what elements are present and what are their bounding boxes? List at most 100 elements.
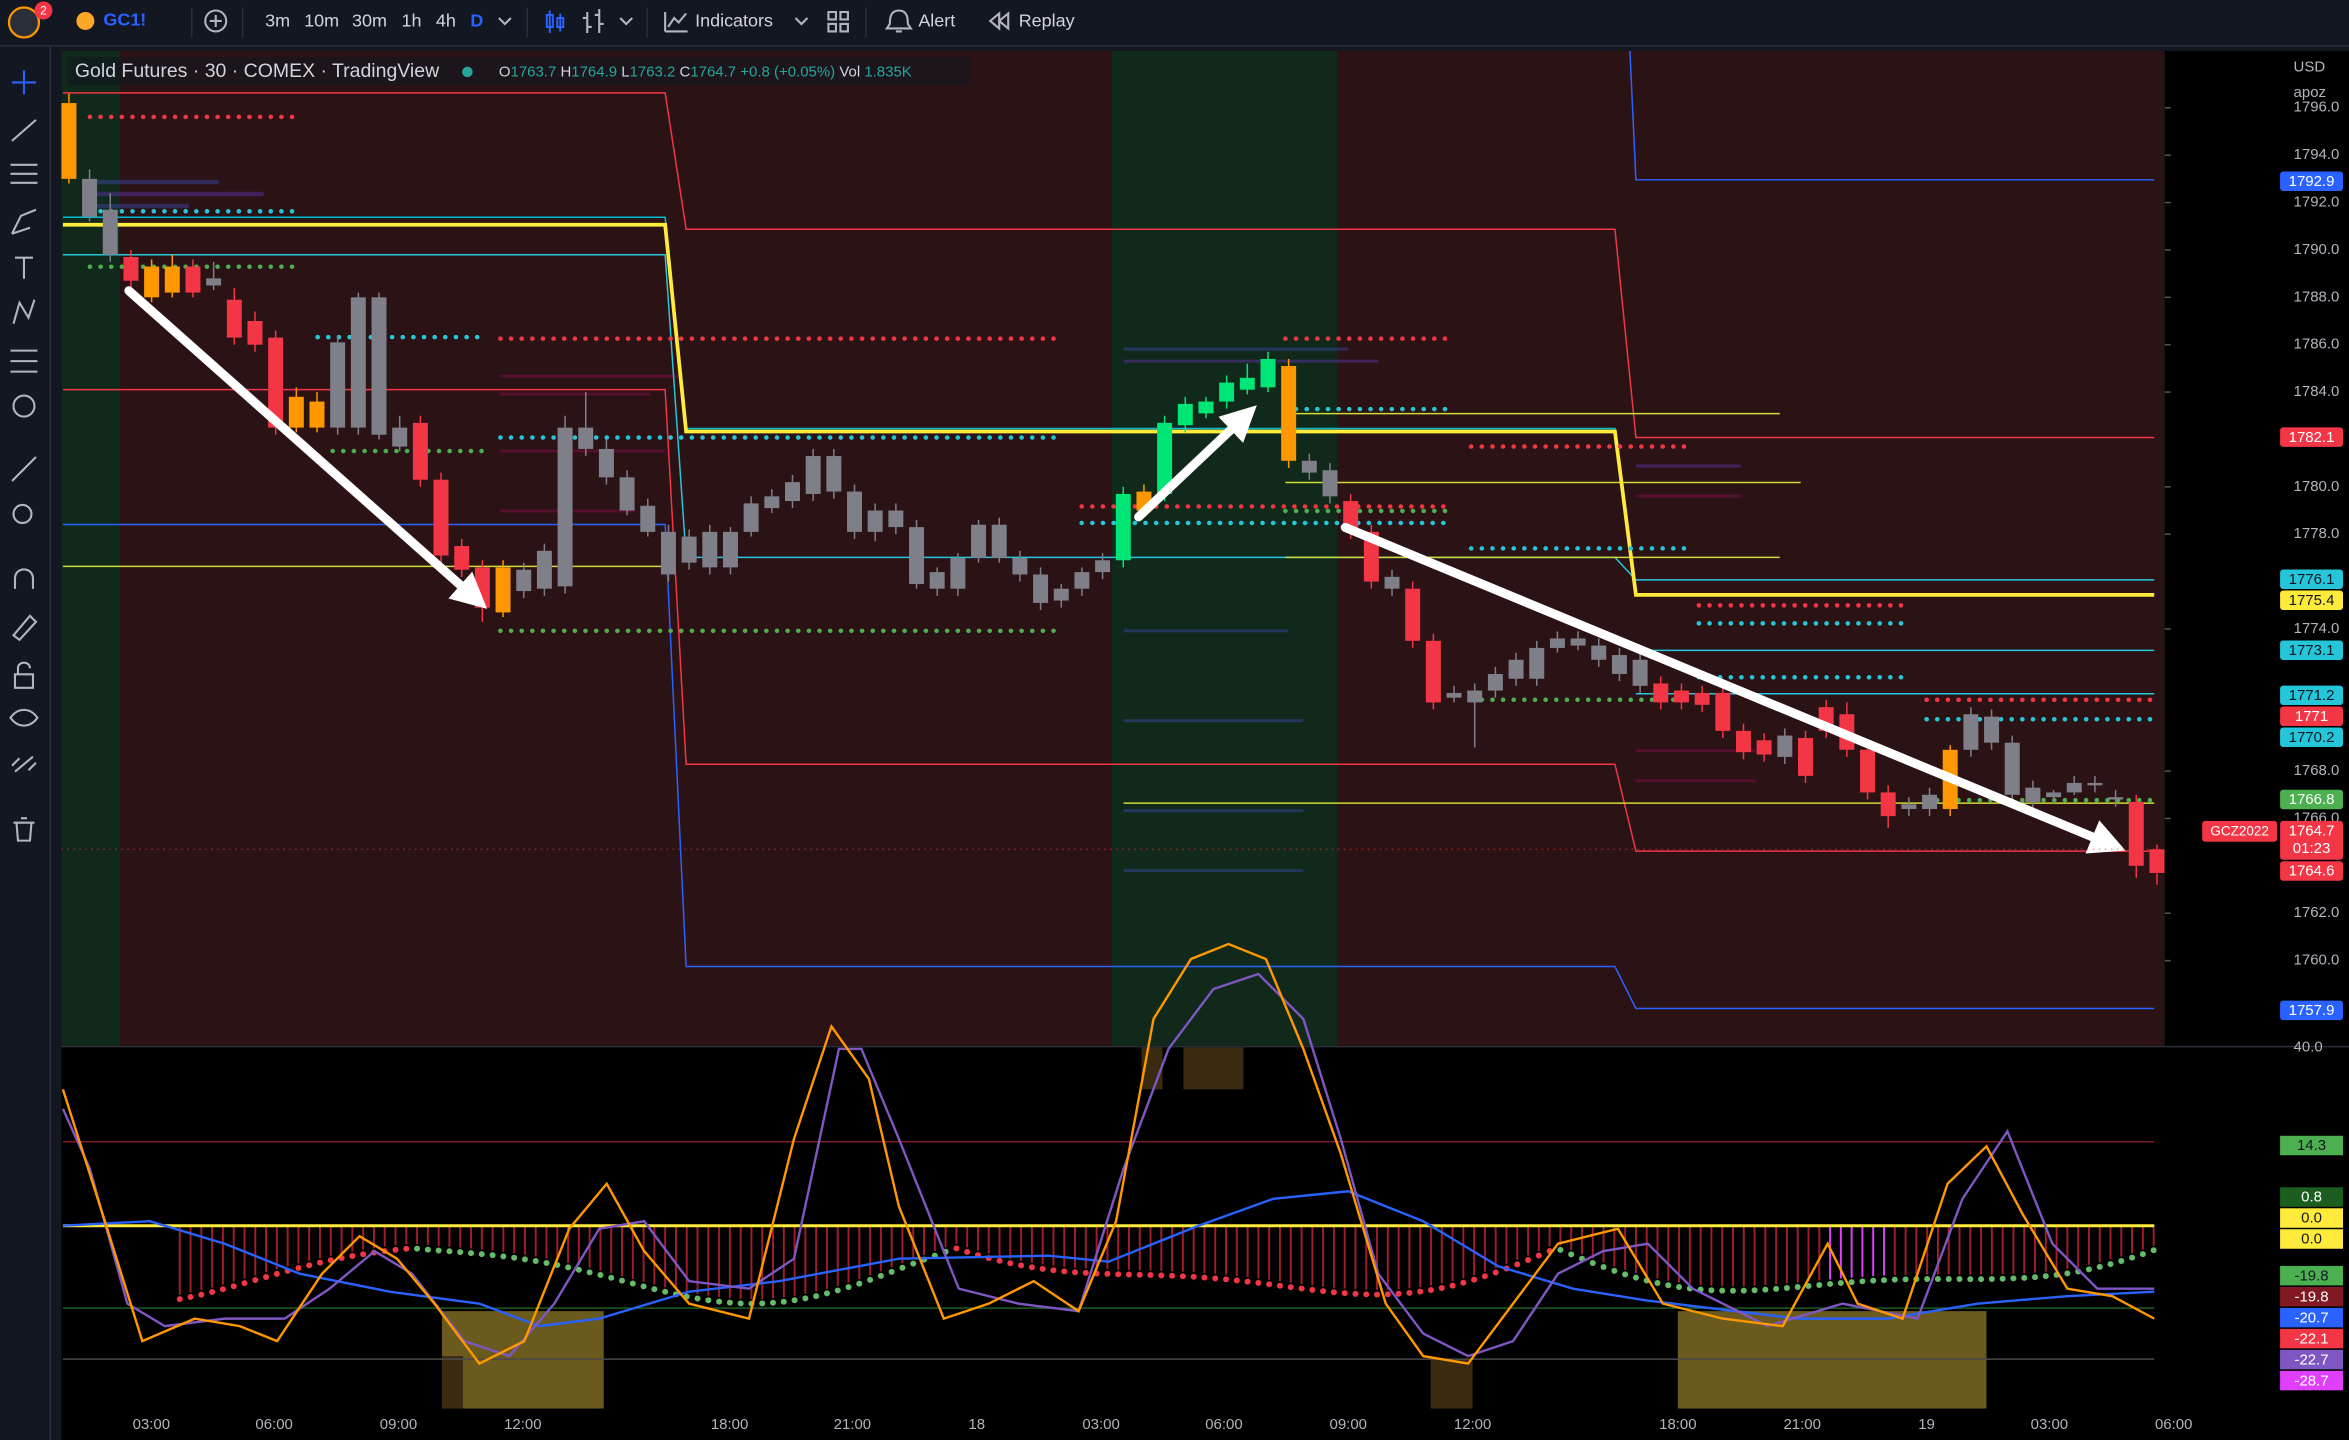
layouts-button[interactable] <box>827 10 849 33</box>
histogram-dot <box>2129 1254 2136 1261</box>
candle-body <box>557 427 573 587</box>
histogram-dot <box>489 1252 496 1259</box>
histogram <box>176 1225 2157 1307</box>
candle-body <box>1963 714 1979 750</box>
chevron[interactable] <box>498 17 512 26</box>
histogram-dot <box>2107 1261 2114 1268</box>
candle-body <box>1694 692 1710 705</box>
histogram-dot <box>1740 1287 1747 1294</box>
candle-body <box>971 524 987 558</box>
candle-body <box>764 496 780 509</box>
symbol-icon <box>76 11 95 30</box>
histogram-dot <box>1762 1286 1769 1293</box>
replay-button[interactable]: Replay <box>1019 10 1075 30</box>
y2-tick-label: 40.0 <box>2294 1038 2323 1055</box>
scale-mode[interactable]: apoz <box>2294 84 2326 101</box>
pattern-tool[interactable] <box>12 299 36 324</box>
candle-body <box>1487 673 1503 691</box>
compare-button[interactable] <box>204 9 228 33</box>
histogram-dot <box>953 1245 960 1252</box>
bars-style-button[interactable] <box>582 8 604 33</box>
x-tick-label: 21:00 <box>1783 1416 1820 1433</box>
oscillator-tag <box>2280 1208 2344 1228</box>
histogram-dot <box>1859 1278 1866 1285</box>
fib-tool[interactable] <box>10 163 38 184</box>
x-tick-label: 06:00 <box>1205 1416 1242 1433</box>
x-tick-label: 09:00 <box>1330 1416 1367 1433</box>
histogram-dot <box>1028 1264 1035 1271</box>
low-value: 1763.2 <box>630 64 676 81</box>
histogram-dot <box>532 1258 539 1265</box>
candle-body <box>516 569 532 592</box>
alert-button[interactable]: Alert <box>918 10 955 30</box>
indicators-button[interactable]: Indicators <box>695 10 773 30</box>
candle-body <box>268 337 284 428</box>
candle-body <box>2046 792 2062 798</box>
currency[interactable]: USD <box>2294 58 2326 75</box>
histogram-dot <box>1956 1276 1963 1283</box>
zoom-tool[interactable] <box>12 503 33 525</box>
brush-tool[interactable] <box>11 208 37 235</box>
candle-body <box>1033 574 1049 603</box>
trendline-tool[interactable] <box>11 119 37 142</box>
histogram-dot <box>1266 1281 1273 1288</box>
oscillator-tag <box>2280 1187 2344 1207</box>
interval-button[interactable]: 10m <box>304 10 339 30</box>
interval-button[interactable]: 4h <box>436 10 456 30</box>
histogram-dot <box>845 1284 852 1291</box>
interval-button[interactable]: D <box>470 10 483 30</box>
price-tag <box>2280 171 2344 191</box>
candle-body <box>1715 692 1731 731</box>
candle-body <box>991 524 1007 558</box>
candle-body <box>619 477 635 511</box>
alert-icon <box>884 9 913 33</box>
chevron[interactable] <box>794 17 809 26</box>
prediction-tool[interactable] <box>10 349 38 373</box>
icons-tool[interactable] <box>12 394 36 418</box>
symbol-button[interactable]: GC1! <box>103 10 146 30</box>
link-tool[interactable] <box>11 755 37 773</box>
crosshair-tool[interactable] <box>11 70 36 95</box>
histogram-dot <box>694 1295 701 1302</box>
lock-tool[interactable] <box>13 661 35 689</box>
candle-body <box>371 297 387 435</box>
histogram-dot <box>2032 1274 2038 1281</box>
histogram-dot <box>1568 1251 1575 1258</box>
histogram-dot <box>1417 1288 1424 1295</box>
magnet-tool[interactable] <box>13 568 35 589</box>
candle-body <box>909 527 925 584</box>
ruler-tool[interactable] <box>11 456 37 482</box>
y-tick-label: 1778.0 <box>2294 525 2340 542</box>
x-tick-label: 19 <box>1918 1416 1935 1433</box>
interval-button[interactable]: 1h <box>401 10 421 30</box>
logo[interactable]: 2 <box>7 1 53 39</box>
interval-button[interactable]: 30m <box>352 10 387 30</box>
hide-tool[interactable] <box>9 708 39 727</box>
price-tag-label: 1757.9 <box>2289 1002 2335 1019</box>
price-tag <box>2280 789 2344 810</box>
oscillator-tag-label: -28.7 <box>2294 1372 2328 1389</box>
countdown: 01:23 <box>2293 840 2330 857</box>
x-tick-label: 09:00 <box>380 1416 417 1433</box>
intervals: 3m 10m 30m 1h 4h D <box>265 10 483 30</box>
candle-body <box>123 257 139 281</box>
candle-body <box>1074 572 1090 589</box>
interval-button[interactable]: 3m <box>265 10 290 30</box>
stay-drawing-tool[interactable] <box>11 614 38 642</box>
histogram-dot <box>1082 1269 1089 1276</box>
candle-body <box>1673 690 1689 703</box>
text-tool[interactable] <box>14 256 33 279</box>
histogram-dot <box>1233 1277 1240 1284</box>
delete-tool[interactable] <box>13 817 35 842</box>
histogram-dot <box>662 1288 669 1295</box>
histogram-dot <box>521 1256 528 1263</box>
histogram-dot <box>1395 1290 1402 1297</box>
histogram-dot <box>888 1268 895 1275</box>
histogram-dot <box>1967 1276 1974 1283</box>
change: +0.8 (+0.05%) <box>740 64 835 81</box>
histogram-dot <box>219 1286 226 1293</box>
chevron[interactable] <box>619 17 633 26</box>
candle-body <box>185 266 201 293</box>
candles-style-button[interactable] <box>545 10 565 33</box>
plus-icon <box>209 14 222 27</box>
